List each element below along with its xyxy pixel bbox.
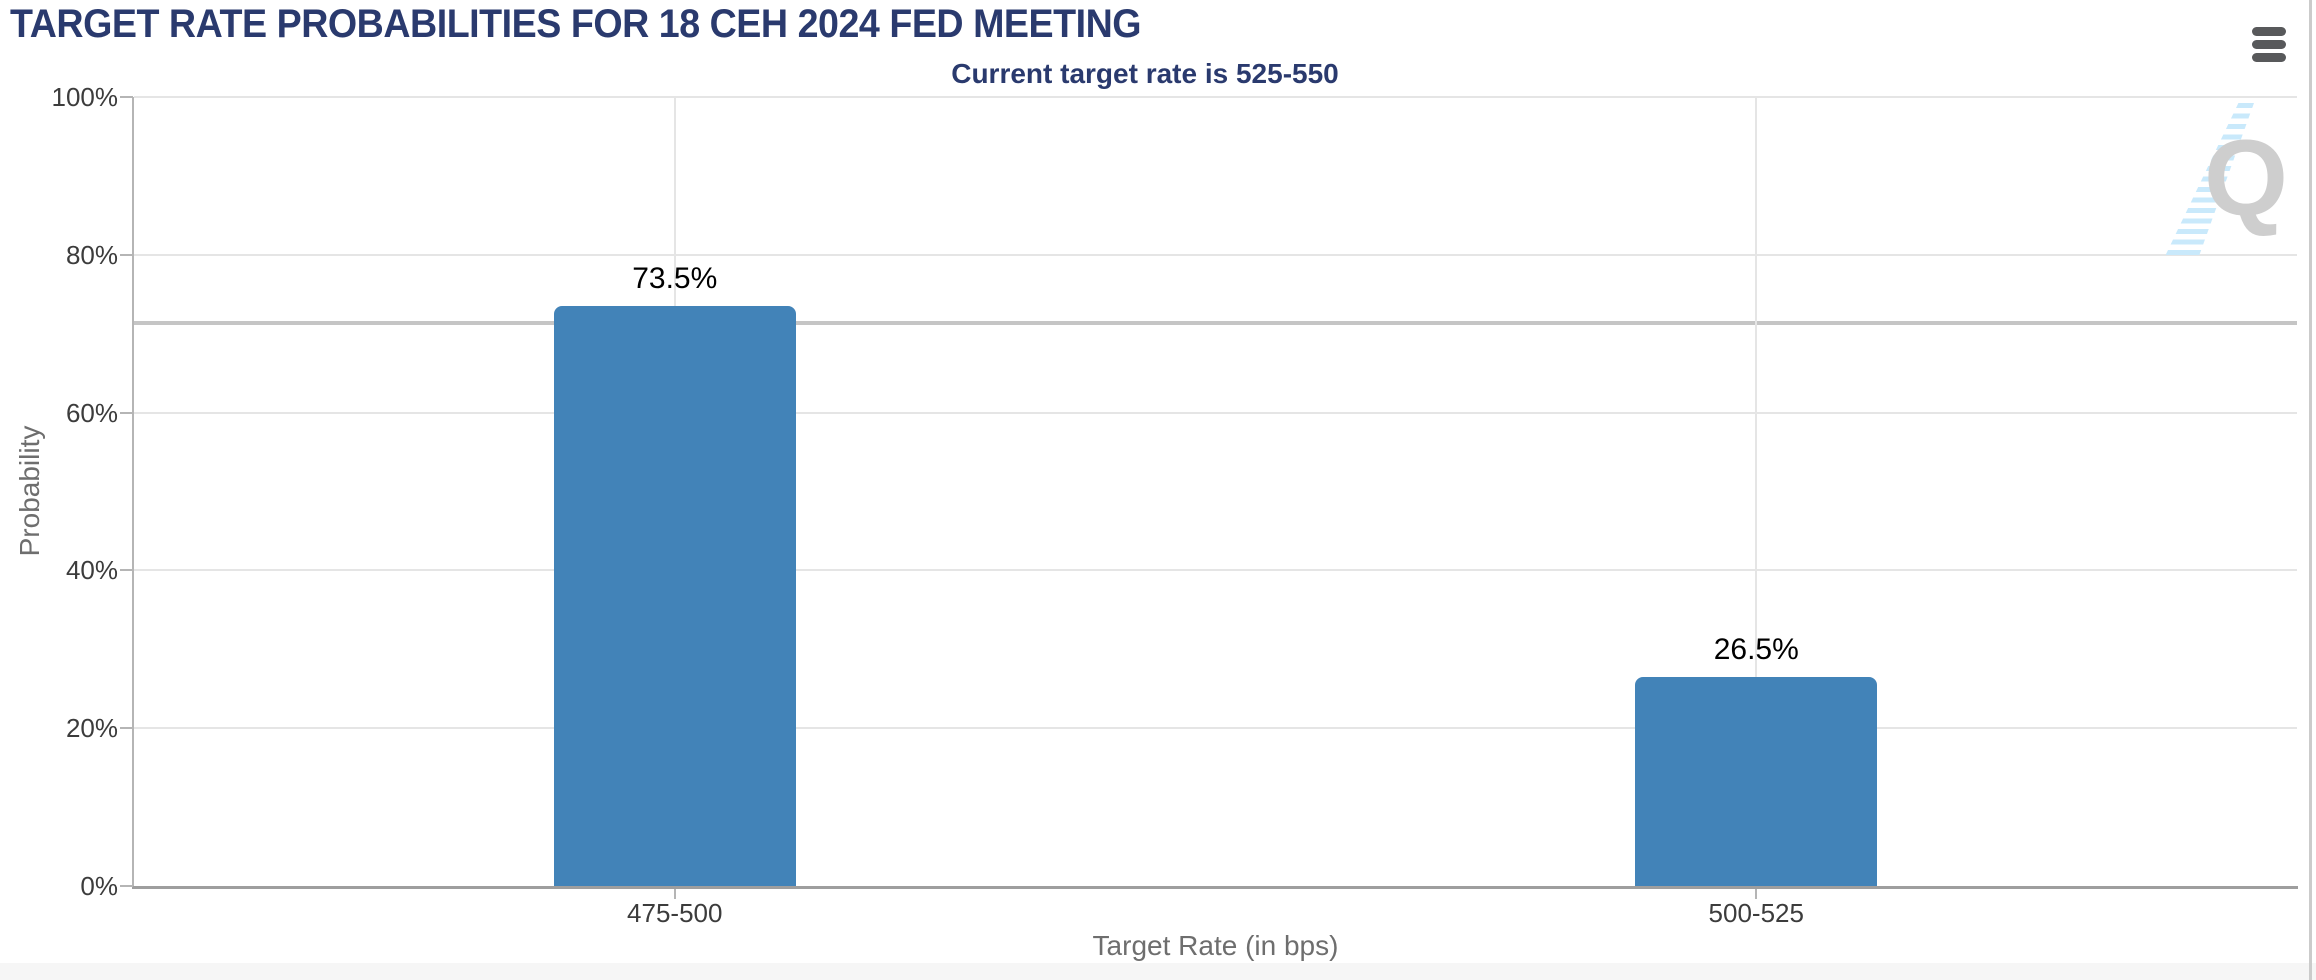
horizontal-gridline xyxy=(134,96,2297,98)
bottom-band xyxy=(0,963,2316,980)
menu-bar-icon xyxy=(2252,27,2286,36)
plot-marker-line xyxy=(134,320,2297,325)
x-axis-line xyxy=(132,886,2298,889)
y-tick-label: 80% xyxy=(65,239,118,270)
y-axis-line xyxy=(132,97,134,889)
y-tick-label: 100% xyxy=(51,82,119,112)
bar-value-label: 73.5% xyxy=(632,262,718,296)
probability-bar[interactable] xyxy=(1635,676,1878,886)
horizontal-gridline xyxy=(134,569,2297,572)
vertical-gridline xyxy=(1755,97,1758,886)
x-tick-label: 475-500 xyxy=(627,898,723,928)
page-title: TARGET RATE PROBABILITIES FOR 18 CEH 202… xyxy=(10,2,1142,46)
y-tick-mark xyxy=(120,96,133,98)
hamburger-menu-icon[interactable] xyxy=(2252,27,2286,63)
chart-subtitle: Current target rate is 525-550 xyxy=(951,58,1339,89)
y-tick-mark xyxy=(120,569,133,572)
bar-chart-plot-area: 73.5% 26.5% xyxy=(134,96,2297,886)
horizontal-gridline xyxy=(134,253,2297,256)
bar-value-label: 26.5% xyxy=(1713,632,1799,666)
y-tick-mark xyxy=(120,253,133,256)
y-tick-label: 0% xyxy=(80,871,118,901)
menu-bar-icon xyxy=(2252,40,2286,49)
y-tick-label: 20% xyxy=(65,713,118,744)
y-tick-mark xyxy=(120,727,133,730)
x-tick-mark xyxy=(1755,889,1758,899)
y-tick-label: 60% xyxy=(65,397,118,428)
watermark-q-letter: Q xyxy=(2204,117,2289,238)
x-axis-title: Target Rate (in bps) xyxy=(1092,930,1339,961)
horizontal-gridline xyxy=(134,727,2297,730)
quikstrike-watermark: Q xyxy=(2136,100,2306,260)
y-tick-label: 40% xyxy=(65,555,118,586)
x-tick-mark xyxy=(673,889,676,899)
horizontal-gridline xyxy=(134,411,2297,414)
y-tick-mark xyxy=(120,411,133,414)
y-tick-mark xyxy=(120,885,133,887)
x-tick-label: 500-525 xyxy=(1708,898,1804,928)
widget-right-border xyxy=(2309,0,2312,980)
menu-bar-icon xyxy=(2252,53,2286,62)
probability-bar[interactable] xyxy=(553,306,796,886)
y-axis-title: Probability xyxy=(14,425,45,557)
